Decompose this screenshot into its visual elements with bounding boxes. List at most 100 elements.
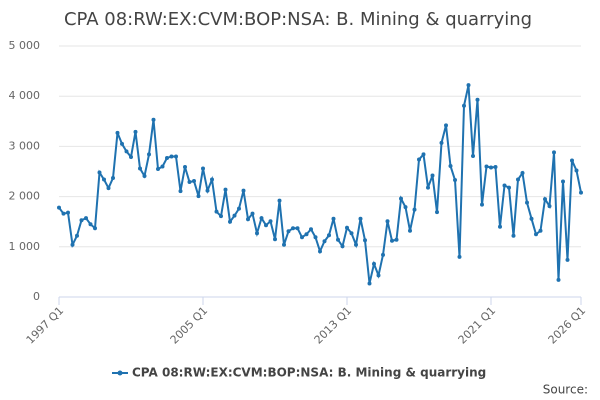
data-point [574,168,579,173]
data-point [174,154,178,159]
data-point [304,232,309,237]
data-point [327,233,331,238]
data-point [349,231,354,236]
data-point [309,227,313,232]
data-point [120,141,124,146]
data-point [372,261,376,266]
data-point [399,196,403,201]
data-point [102,177,106,182]
data-point [480,202,484,207]
data-point [516,177,520,182]
data-point [79,218,84,223]
data-point [75,233,79,238]
data-point [273,237,277,242]
data-point [57,205,61,210]
data-point [165,155,169,160]
data-point [538,228,543,233]
data-point [435,210,439,215]
data-point [160,164,165,169]
data-point [255,231,259,236]
data-point [493,164,498,169]
data-point [106,186,111,191]
data-point [111,176,115,181]
data-point [484,164,489,169]
data-point [466,83,471,88]
data-point [228,219,232,224]
legend-label: CPA 08:RW:EX:CVM:BOP:NSA: B. Mining & qu… [132,366,486,380]
data-point [196,194,201,199]
data-point [579,190,583,195]
data-point [93,226,97,231]
y-tick-label: 5 000 [9,39,41,52]
data-point [489,165,493,170]
data-point [394,237,399,242]
data-point [511,233,516,238]
data-point [340,244,345,249]
y-tick-label: 3 000 [9,139,41,152]
y-tick-label: 1 000 [9,240,41,253]
data-point [367,281,372,286]
data-point [552,150,556,155]
data-point [565,257,570,262]
data-point [462,103,466,108]
data-point [475,97,480,102]
data-point [115,130,120,135]
data-point [448,163,453,168]
data-point [403,205,408,210]
data-point [345,225,349,230]
data-point [259,216,264,221]
data-point [426,185,430,190]
data-point [264,223,268,228]
chart-title: CPA 08:RW:EX:CVM:BOP:NSA: B. Mining & qu… [64,9,532,30]
data-point [412,207,417,212]
data-point [471,153,475,158]
x-tick-label: 2026 Q1 [546,304,589,347]
data-point [300,235,304,240]
data-point [507,185,511,190]
y-tick-label: 4 000 [9,89,41,102]
data-point [237,206,241,211]
data-point [295,226,300,231]
data-point [381,252,385,257]
data-point [169,154,174,159]
data-point [156,166,160,171]
y-tick-label: 2 000 [9,190,41,203]
data-point [241,188,246,193]
x-tick-label: 2013 Q1 [312,304,355,347]
data-point [502,183,507,188]
data-point [124,149,129,154]
data-point [354,242,358,247]
data-point [223,187,228,192]
data-point [556,277,561,282]
data-point [178,189,183,194]
data-point [147,152,151,157]
data-point [205,188,210,193]
data-point [183,164,187,169]
legend-marker [117,370,123,376]
data-point [187,180,192,185]
data-point [408,228,412,233]
data-point [61,211,66,216]
data-point [250,211,255,216]
x-tick-label: 2021 Q1 [456,304,499,347]
data-point [336,237,340,242]
data-point [232,213,237,218]
data-point [331,216,336,221]
data-point [201,166,205,171]
data-point [88,222,93,227]
data-point [534,232,538,237]
source: Source: [543,383,588,397]
data-point [286,229,291,234]
data-point [570,158,574,163]
data-point [151,117,156,122]
data-point [421,152,426,157]
data-point [129,154,133,159]
data-point [322,239,327,244]
data-point [210,177,214,182]
data-point [547,204,552,209]
data-point [84,216,88,221]
data-point [97,170,102,175]
data-point [376,273,381,278]
data-point [313,235,318,240]
